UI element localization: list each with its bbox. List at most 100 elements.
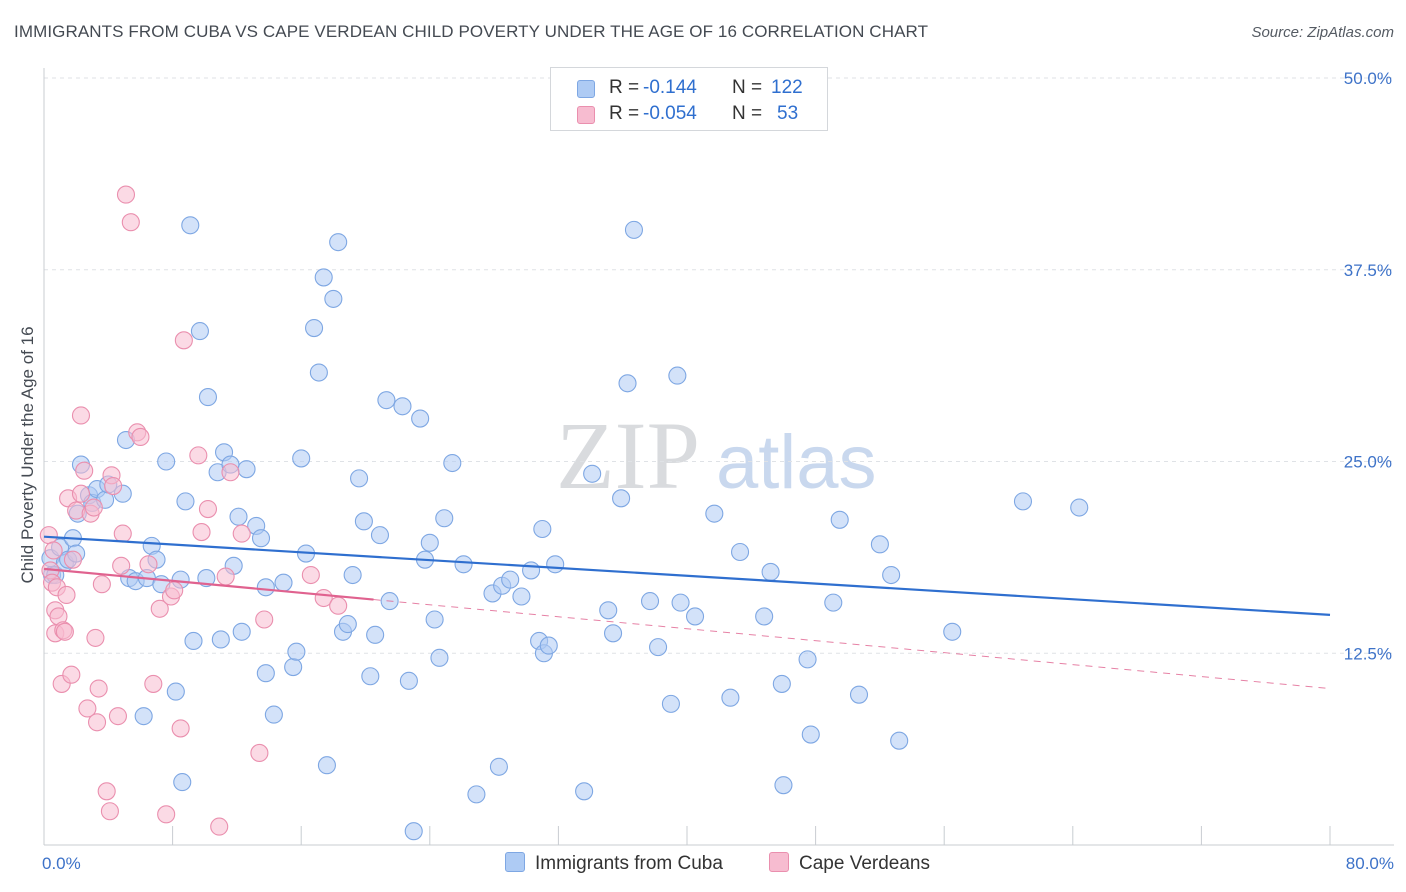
legend-swatch-cape-verdeans: [577, 106, 595, 124]
cape-verdean-point: [221, 463, 240, 482]
cuba-point: [890, 731, 909, 750]
cuba-point: [197, 569, 216, 588]
cuba-point: [1070, 498, 1089, 517]
series-legend-item-cape-verdeans: Cape Verdeans: [769, 852, 930, 875]
cuba-point: [404, 822, 423, 841]
cuba-point: [176, 492, 195, 511]
cuba-point: [604, 624, 623, 643]
series-legend-swatch-cape-verdeans: [769, 852, 789, 872]
cuba-point: [849, 685, 869, 704]
cape-verdean-point: [210, 817, 229, 836]
cape-verdean-point: [39, 526, 58, 545]
cuba-point: [435, 509, 454, 528]
cuba-point: [730, 542, 750, 562]
cuba-point: [157, 452, 176, 471]
cuba-point: [354, 512, 373, 531]
legend-r-label: R =: [609, 103, 640, 124]
cuba-point: [640, 592, 660, 611]
cuba-point: [134, 707, 153, 726]
cuba-point: [882, 565, 901, 585]
cape-verdean-point: [71, 406, 91, 425]
legend-swatch-cuba: [577, 80, 595, 98]
cuba-point: [467, 785, 486, 804]
cuba-point: [1013, 492, 1033, 511]
chart-title: IMMIGRANTS FROM CUBA VS CAPE VERDEAN CHI…: [14, 22, 929, 41]
cape-verdean-point: [329, 596, 348, 615]
cape-verdean-point: [108, 707, 127, 726]
y-tick-label: 50.0%: [1344, 69, 1392, 88]
cuba-point: [755, 607, 774, 626]
cuba-point: [232, 622, 251, 641]
trend-lines: [43, 535, 1331, 690]
cape-verdean-point: [165, 581, 184, 600]
cuba-point: [343, 565, 362, 585]
cuba-point: [501, 570, 520, 589]
cape-verdean-point: [116, 185, 136, 204]
x-tick-label: 0.0%: [42, 854, 81, 873]
cape-verdean-point: [44, 541, 63, 560]
cuba-point: [314, 268, 333, 287]
cuba-point: [411, 409, 430, 428]
legend-n-label: N =: [732, 103, 763, 124]
cuba-point: [317, 756, 336, 775]
cape-verdean-point: [157, 805, 176, 824]
cape-verdean-point: [87, 713, 107, 732]
cuba-point: [801, 725, 820, 744]
cuba-point: [264, 705, 283, 724]
cuba-point: [661, 694, 680, 713]
cape-verdean-point: [121, 213, 140, 232]
cape-verdean-point: [144, 674, 163, 693]
watermark-atlas: atlas: [716, 420, 877, 505]
cuba-point: [173, 773, 192, 792]
cape-verdean-point: [100, 802, 119, 821]
cuba-point: [721, 688, 740, 707]
cuba-point: [443, 453, 462, 473]
cuba-point: [350, 469, 369, 488]
y-tick-label: 37.5%: [1344, 261, 1392, 280]
cuba-point: [798, 650, 817, 669]
cuba-point: [489, 757, 508, 776]
cape-verdean-point: [63, 550, 82, 569]
cape-verdean-point: [97, 782, 116, 801]
cape-verdean-point: [232, 524, 251, 543]
cuba-point: [284, 658, 303, 677]
cape-verdean-trend-line: [43, 567, 374, 601]
cuba-point: [309, 363, 328, 382]
series-legend: Immigrants from Cuba Cape Verdeans: [0, 852, 1406, 878]
cuba-point: [583, 464, 602, 483]
cuba-point: [772, 674, 791, 693]
cuba-point: [181, 216, 200, 235]
cuba-point: [211, 630, 230, 649]
cape-verdean-point: [92, 575, 111, 594]
watermark: ZIP atlas: [556, 402, 877, 509]
cuba-point: [774, 776, 793, 795]
cape-verdean-point: [78, 699, 97, 718]
cuba-point: [305, 318, 324, 338]
cuba-point: [361, 667, 380, 686]
cape-verdean-trend-extension: [373, 599, 1331, 690]
cuba-point: [761, 562, 780, 581]
cuba-point: [830, 510, 849, 529]
cuba-point: [649, 638, 668, 657]
legend-r-value: -0.054: [643, 103, 697, 124]
legend: R = -0.144 N = 122 R = -0.054 N = 53: [550, 67, 828, 131]
cape-verdean-point: [189, 446, 208, 465]
cuba-point: [705, 504, 724, 523]
cuba-point: [256, 578, 275, 597]
cuba-point: [870, 535, 889, 554]
cape-verdean-point: [139, 555, 158, 574]
series-legend-label: Cape Verdeans: [799, 853, 930, 874]
cuba-trend-line: [43, 535, 1331, 616]
cuba-point: [377, 391, 396, 410]
cuba-point: [612, 489, 631, 508]
cape-verdean-point: [57, 585, 76, 605]
cape-verdean-point: [216, 567, 235, 586]
cuba-point: [430, 648, 449, 667]
legend-r-value: -0.144: [643, 77, 697, 98]
cuba-point: [824, 593, 843, 612]
cape-verdean-point: [75, 461, 94, 480]
grid-lines: [44, 77, 1394, 654]
watermark-zip: ZIP: [556, 402, 700, 509]
cape-verdean-point: [104, 476, 123, 496]
cuba-point: [324, 289, 343, 308]
